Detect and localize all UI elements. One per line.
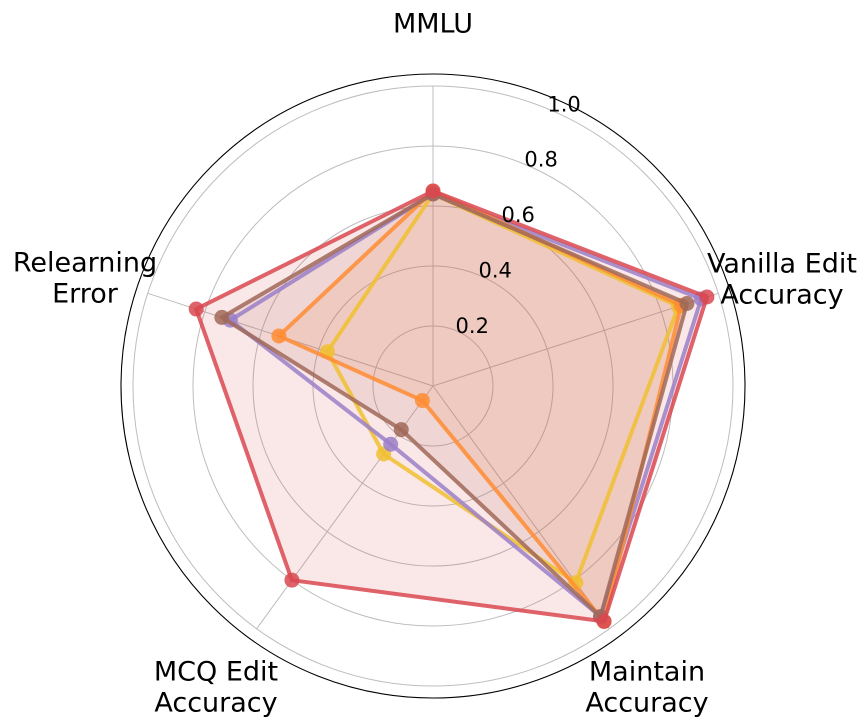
series-4-point-3 bbox=[284, 572, 300, 588]
series-2-line bbox=[276, 189, 684, 624]
grid-spoke-1 bbox=[432, 292, 719, 387]
tick-label-4: 1.0 bbox=[547, 92, 580, 116]
axis-label-4-line-1: Error bbox=[52, 279, 119, 310]
axis-label-4: Relearning Error bbox=[13, 247, 157, 309]
axis-label-2-line-0: Maintain bbox=[589, 656, 705, 687]
axis-label-4-line-0: Relearning bbox=[13, 247, 157, 278]
series-2-fill bbox=[278, 191, 682, 622]
series-4-point-0 bbox=[425, 183, 441, 199]
axis-label-2-line-1: Accuracy bbox=[585, 688, 708, 719]
series-4-fill bbox=[196, 191, 707, 622]
plot-frame bbox=[120, 73, 746, 699]
axis-label-1-line-1: Accuracy bbox=[720, 280, 843, 311]
axis-label-1: Vanilla Edit Accuracy bbox=[707, 248, 857, 310]
series-1-line bbox=[228, 192, 704, 619]
series-3-point-1 bbox=[679, 295, 695, 311]
series-1-point-3 bbox=[383, 436, 399, 452]
series-4-point-4 bbox=[188, 301, 204, 317]
series-2-point-3 bbox=[414, 393, 430, 409]
series-4-point-1 bbox=[699, 289, 715, 305]
series-4-line bbox=[194, 189, 709, 624]
tick-label-1: 0.4 bbox=[479, 259, 512, 283]
tick-labels: 0.2 0.4 0.6 0.8 1.0 bbox=[456, 92, 581, 338]
series-layer bbox=[188, 183, 715, 629]
axis-label-3-line-1: Accuracy bbox=[154, 688, 277, 719]
series-0-point-2 bbox=[568, 575, 584, 591]
series-4-point-2 bbox=[596, 613, 612, 629]
axis-label-3: MCQ Edit Accuracy bbox=[154, 656, 278, 718]
axis-label-1-line-0: Vanilla Edit bbox=[707, 248, 857, 279]
tick-label-2: 0.6 bbox=[501, 203, 534, 227]
series-3-point-3 bbox=[393, 422, 409, 438]
tick-label-0: 0.2 bbox=[456, 314, 489, 338]
axis-label-0: MMLU bbox=[393, 8, 473, 39]
tick-label-3: 0.8 bbox=[524, 148, 557, 172]
series-3-fill bbox=[221, 194, 687, 617]
series-2-point-4 bbox=[271, 328, 287, 344]
axis-label-3-line-0: MCQ Edit bbox=[154, 656, 278, 687]
axis-label-0-line-0: MMLU bbox=[393, 8, 473, 39]
series-3-line bbox=[219, 192, 689, 619]
axis-label-2: Maintain Accuracy bbox=[585, 656, 708, 718]
series-3-point-4 bbox=[214, 309, 230, 325]
